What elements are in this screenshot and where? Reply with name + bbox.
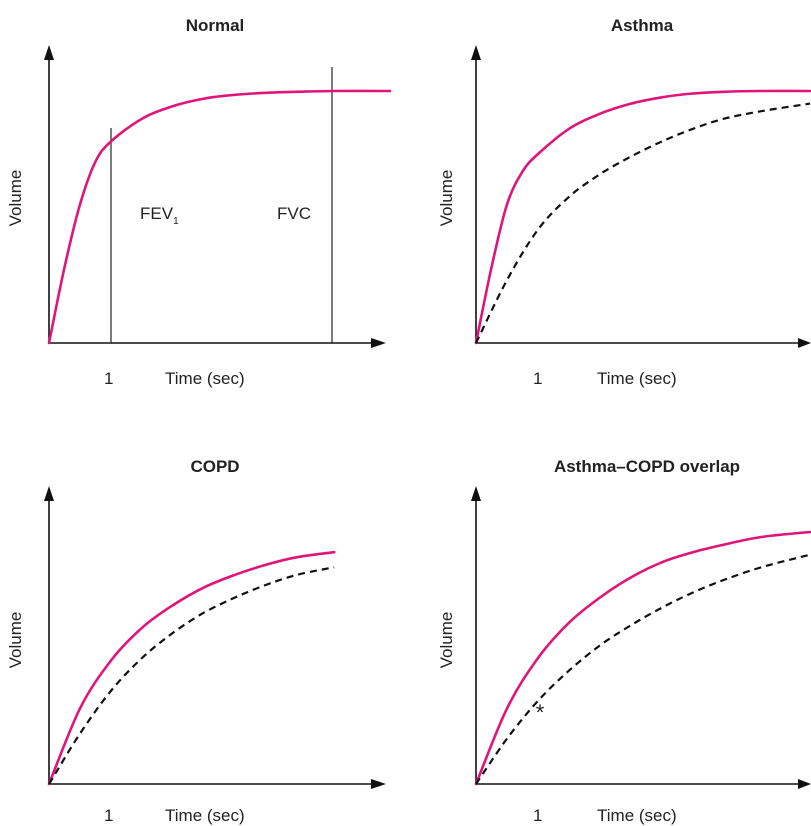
y-axis-arrow [471,486,481,501]
fev1-label: FEV1 [140,204,179,227]
x-tick-label: 1 [104,806,113,825]
series-predicted-line [474,89,811,345]
series-measured-line [48,566,335,785]
x-axis-label: Time (sec) [165,369,245,388]
panel-title: Asthma [611,16,674,35]
series-predicted-line [47,89,392,345]
panel-normal: Normal Volume 1 Time (sec) FEV1 FVC [6,16,392,388]
panel-copd: COPD Volume 1 Time (sec) [6,457,386,825]
x-axis-arrow [371,338,386,348]
series-measured-line [475,553,811,785]
panel-asthma: Asthma Volume 1 Time (sec) [437,16,811,388]
y-axis-label: Volume [437,612,456,669]
panel-asthma-copd-overlap: Asthma–COPD overlap Volume 1 Time (sec) … [437,457,811,825]
y-axis-label: Volume [6,170,25,227]
y-axis-arrow [44,486,54,501]
x-tick-label: 1 [533,806,542,825]
y-axis-arrow [44,45,54,60]
y-axis-label: Volume [6,612,25,669]
asterisk-annotation: * [536,700,545,725]
x-axis-label: Time (sec) [597,806,677,825]
x-axis-arrow [798,779,811,789]
x-tick-label: 1 [104,369,113,388]
panel-title: Asthma–COPD overlap [554,457,740,476]
x-axis-arrow [798,338,811,348]
x-axis-arrow [371,779,386,789]
series-predicted-line [474,530,811,786]
x-axis-label: Time (sec) [165,806,245,825]
x-tick-label: 1 [533,369,542,388]
x-axis-label: Time (sec) [597,369,677,388]
panel-title: Normal [186,16,245,35]
y-axis-label: Volume [437,170,456,227]
panel-title: COPD [190,457,239,476]
y-axis-arrow [471,45,481,60]
series-predicted-line [47,550,336,786]
fvc-label: FVC [277,204,311,223]
series-measured-line [475,102,811,344]
